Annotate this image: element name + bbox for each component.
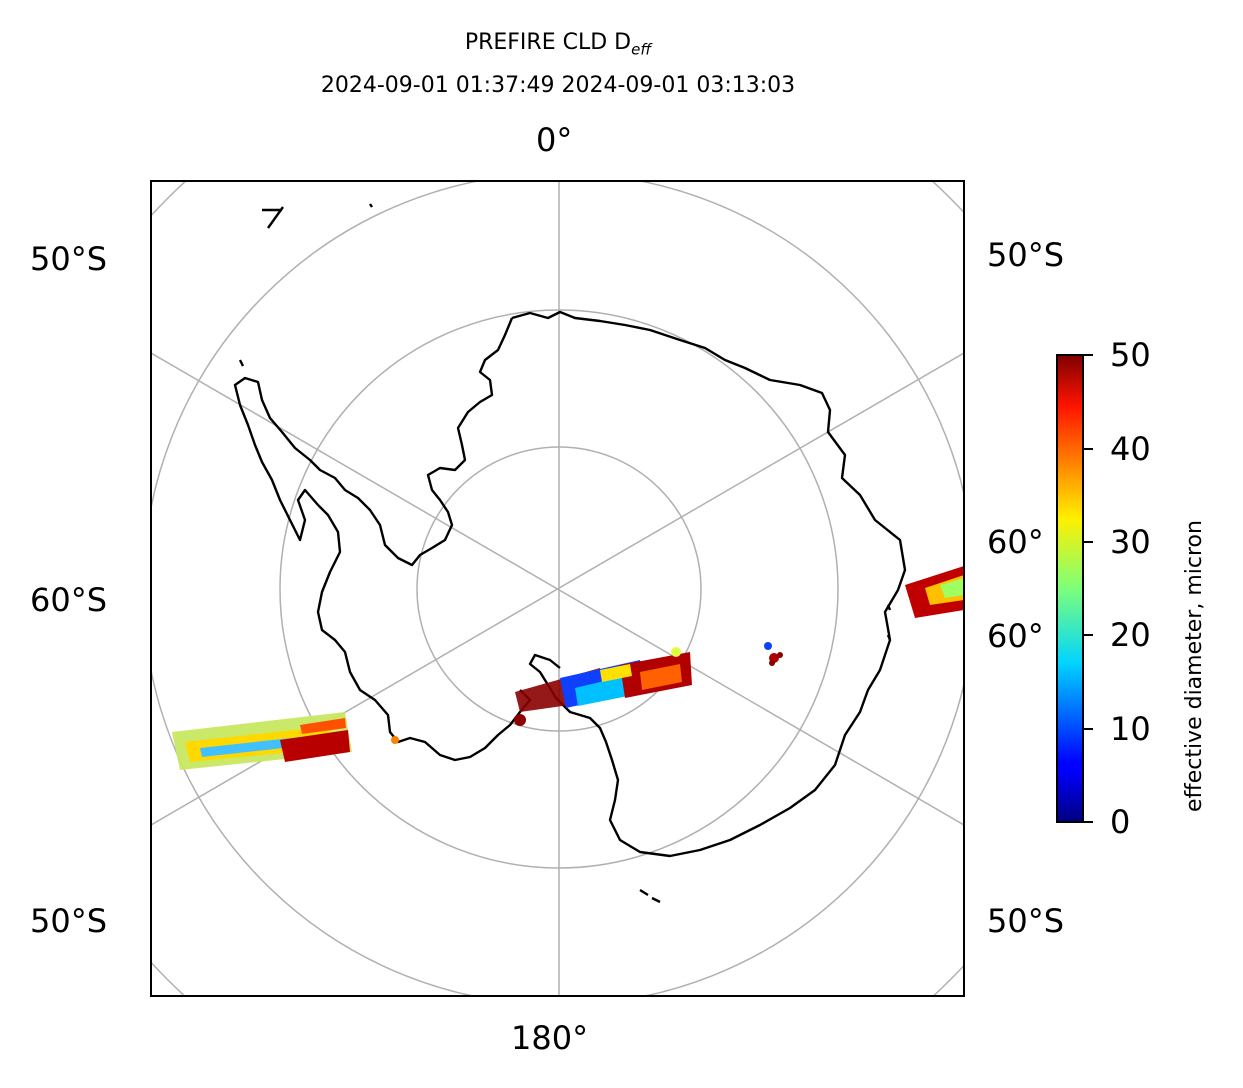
small-islands [238, 203, 892, 904]
plot-title-line2: 2024-09-01 01:37:49 2024-09-01 03:13:03 [320, 73, 796, 98]
colorbar-label: effective diameter, micron [1182, 520, 1207, 812]
plot-title-line1: PREFIRE CLD Deff [0, 30, 1116, 62]
bottom-meridian-label: 180° [511, 1019, 589, 1057]
plot-title-subscript: eff [631, 40, 652, 59]
colorbar [1056, 354, 1084, 823]
right-lat-label-mid1: 60° [987, 523, 1044, 561]
plot-title-prefix: PREFIRE CLD D [464, 30, 632, 55]
colorbar-ticks [1083, 354, 1093, 823]
left-lat-label-bottom: 50°S [30, 902, 108, 940]
data-swath-left [172, 712, 399, 770]
right-lat-label-bottom: 50°S [987, 902, 1065, 940]
graticule [151, 181, 964, 996]
right-lat-label-mid2: 60° [987, 617, 1044, 655]
top-meridian-label: 0° [536, 121, 573, 159]
ross-sea-coast [316, 504, 532, 762]
colorbar-tick-30: 30 [1110, 523, 1151, 561]
left-lat-label-top: 50°S [30, 240, 108, 278]
data-cluster-small [764, 642, 783, 666]
colorbar-tick-40: 40 [1110, 430, 1151, 468]
antarctica-east-coast [511, 310, 907, 858]
data-swath-right [905, 566, 964, 618]
data-swath-center [514, 647, 692, 726]
left-lat-label-mid: 60°S [30, 581, 108, 619]
map-frame [150, 180, 965, 997]
map-plot-area [151, 181, 964, 996]
colorbar-tick-50: 50 [1110, 336, 1151, 374]
weddell-inlet [262, 206, 284, 229]
colorbar-tick-10: 10 [1110, 710, 1151, 748]
colorbar-tick-20: 20 [1110, 616, 1151, 654]
peninsula-coast [233, 317, 514, 567]
coastline [233, 203, 907, 904]
right-lat-label-top: 50°S [987, 236, 1065, 274]
colorbar-tick-0: 0 [1110, 803, 1131, 841]
